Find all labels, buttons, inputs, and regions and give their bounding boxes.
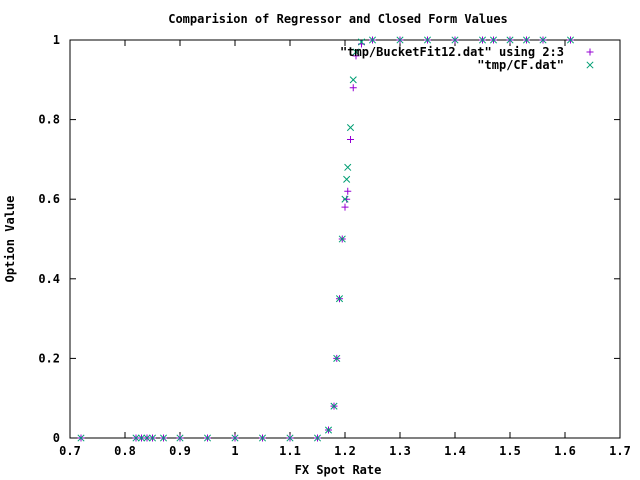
y-tick-label: 0 (53, 431, 60, 445)
x-tick-label: 1.6 (554, 444, 576, 458)
legend-marker-series-2 (586, 61, 594, 69)
series-2-point (396, 36, 404, 44)
series-1-points (77, 36, 574, 442)
y-tick-label: 0.4 (38, 272, 60, 286)
series-1-point (341, 203, 349, 211)
chart-title: Comparision of Regressor and Closed Form… (168, 12, 508, 26)
x-tick-label: 1.3 (389, 444, 411, 458)
series-2-point (341, 195, 349, 203)
series-2-point (148, 434, 157, 442)
legend-label-series-1: "tmp/BucketFit12.dat" using 2:3 (340, 45, 564, 59)
series-2-point (330, 402, 338, 410)
series-2-point (176, 434, 184, 442)
legend-cross-marker (586, 61, 594, 69)
series-2-point (522, 36, 531, 44)
series-2-point (203, 434, 212, 442)
x-tick-label: 1.1 (279, 444, 301, 458)
series-2-point (335, 295, 344, 303)
x-tick-label: 0.8 (114, 444, 136, 458)
series-2-point (346, 124, 355, 132)
series-2-point (478, 36, 487, 44)
y-axis-label: Option Value (3, 196, 17, 283)
series-2-point (489, 36, 498, 44)
y-tick-label: 1 (53, 33, 60, 47)
series-2-point (286, 434, 294, 442)
x-axis-label: FX Spot Rate (295, 463, 382, 477)
series-2-point (352, 48, 360, 56)
legend-plus-marker (586, 48, 594, 56)
series-2-point (258, 434, 267, 442)
legend-marker-series-1 (586, 48, 594, 56)
series-2-point (368, 36, 377, 44)
series-1-point (349, 84, 357, 92)
x-tick-label: 1.4 (444, 444, 466, 458)
series-2-point (77, 434, 85, 442)
series-2-point (423, 36, 432, 44)
series-2-point (357, 38, 366, 46)
x-tick-label: 0.9 (169, 444, 191, 458)
series-1-point (344, 187, 352, 195)
series-2-point (344, 163, 352, 171)
series-2-point (231, 434, 239, 442)
series-2-point (451, 36, 459, 44)
x-tick-label: 1 (231, 444, 238, 458)
legend-label-series-2: "tmp/CF.dat" (477, 58, 564, 72)
series-2-point (333, 354, 341, 362)
y-tick-label: 0.2 (38, 351, 60, 365)
x-tick-label: 0.7 (59, 444, 81, 458)
series-2-point (539, 36, 547, 44)
series-2-point (338, 235, 346, 243)
series-2-point (349, 76, 357, 84)
series-1-point (347, 136, 354, 143)
x-tick-label: 1.5 (499, 444, 521, 458)
series-2-points (77, 36, 575, 442)
y-tick-label: 0.8 (38, 113, 60, 127)
x-axis-ticks: 0.7 0.8 0.9 1 1.1 1.2 1.3 1.4 1.5 1.6 1.7 (59, 40, 631, 458)
series-1-point (352, 52, 360, 60)
legend: "tmp/BucketFit12.dat" using 2:3 "tmp/CF.… (340, 45, 594, 72)
series-2-point (324, 426, 333, 434)
series-2-point (506, 36, 514, 44)
series-2-point (343, 175, 351, 183)
series-2-point (132, 434, 140, 442)
x-tick-label: 1.7 (609, 444, 631, 458)
series-2-point (143, 434, 151, 442)
series-2-point (159, 434, 168, 442)
series-2-point (566, 36, 575, 44)
x-tick-label: 1.2 (334, 444, 356, 458)
series-2-point (137, 434, 146, 442)
series-2-point (313, 434, 322, 442)
series-1-point (343, 195, 351, 203)
y-tick-label: 0.6 (38, 192, 60, 206)
y-axis-ticks: 0 0.2 0.4 0.6 0.8 1 (38, 33, 620, 445)
